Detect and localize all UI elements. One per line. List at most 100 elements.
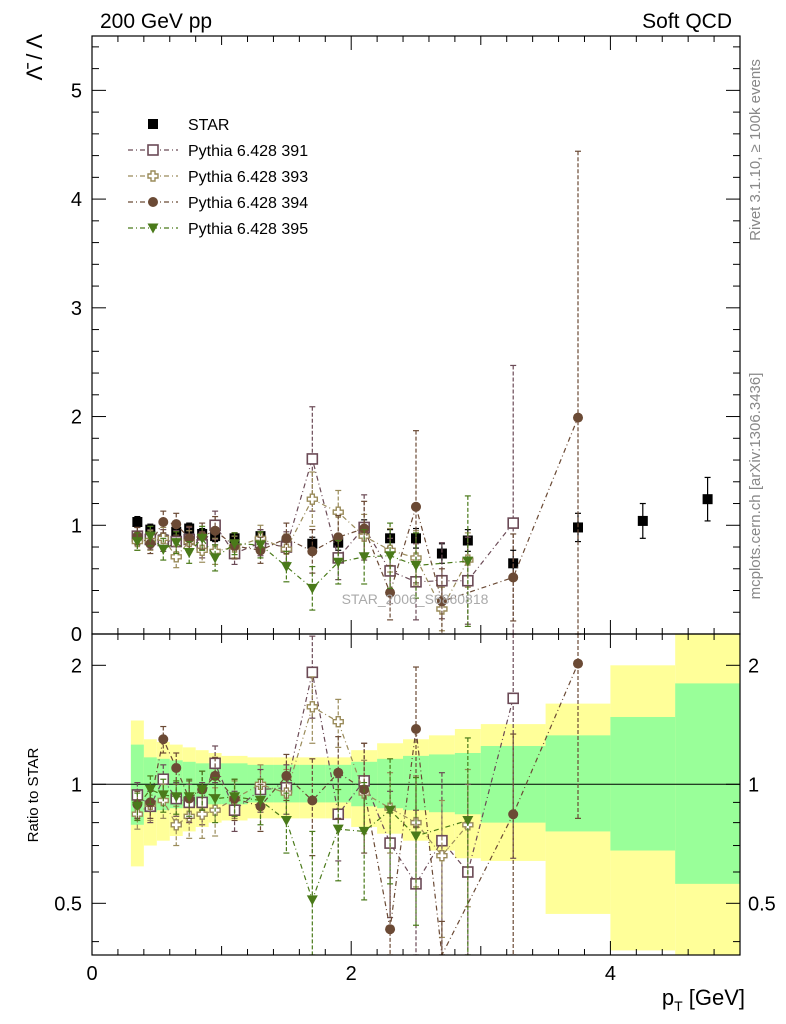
ratio-point (209, 794, 221, 805)
ratio-point (131, 801, 143, 812)
ratio-point (183, 792, 195, 803)
legend-entry-star: STAR (148, 117, 229, 134)
ratio-point (170, 792, 182, 803)
ratio-point (170, 819, 182, 831)
legend-label: Pythia 6.428 395 (188, 221, 308, 238)
top-point (384, 551, 396, 562)
ratio-point (307, 795, 318, 806)
ratio-y-tick-label-right: 0.5 (748, 893, 776, 915)
bottom-panel-frame (91, 633, 741, 956)
legend-entry-pythia-6-428-394: Pythia 6.428 394 (128, 195, 308, 212)
x-tick-label: 0 (86, 963, 97, 985)
ratio-point (411, 724, 421, 735)
legend-marker (147, 223, 159, 234)
top-point (157, 544, 169, 555)
top-point (209, 553, 221, 564)
top-point (508, 558, 519, 569)
ratio-point (158, 734, 169, 745)
top-y-tick-label: 0 (71, 624, 82, 646)
top-y-axis-label: Λ̄ / Λ (22, 34, 47, 81)
ratio-line-pythia-6-428-391 (136, 672, 514, 885)
top-series-pythia-6-428-394 (132, 150, 583, 634)
ratio-y-tick-label-left: 2 (71, 655, 82, 677)
ratio-point (332, 716, 344, 728)
top-point (158, 517, 169, 528)
legend-entry-pythia-6-428-393: Pythia 6.428 393 (128, 169, 308, 186)
top-y-tick-label: 2 (71, 407, 82, 429)
top-point (332, 557, 344, 568)
ratio-point (507, 692, 520, 705)
ratio-point (573, 658, 583, 669)
axes-frames: 0 2 4 0 1 2 3 4 5 0.5 0.5 1 1 2 2 (54, 35, 776, 985)
ratio-point (410, 831, 422, 842)
top-point (436, 603, 448, 615)
top-y-tick-label: 4 (71, 189, 82, 211)
legend-marker (147, 170, 159, 182)
top-point (196, 533, 208, 544)
ratio-line-pythia-6-428-395 (136, 788, 469, 902)
top-point (132, 517, 143, 528)
x-axis-label: pT [GeV] (662, 985, 745, 1014)
ratio-y-tick-label-left: 1 (71, 774, 82, 796)
top-point (171, 519, 182, 530)
ratio-point (306, 666, 319, 679)
top-point (385, 587, 396, 598)
legend: STAR Pythia 6.428 391 Pythia 6.428 393 Pyth… (128, 117, 308, 238)
ratio-point (508, 809, 519, 820)
top-point (170, 538, 182, 549)
header-left-label: 200 GeV pp (100, 10, 212, 33)
top-point (332, 506, 344, 518)
top-point (508, 572, 519, 583)
legend-label: Pythia 6.428 394 (188, 195, 308, 212)
top-point (436, 548, 447, 559)
top-point (306, 493, 319, 505)
ratio-point (157, 790, 169, 801)
ratio-line-pythia-6-428-393 (136, 705, 469, 857)
top-point (229, 539, 241, 550)
header-right-label: Soft QCD (642, 10, 732, 33)
legend-label: Pythia 6.428 393 (188, 169, 308, 186)
ratio-point (171, 762, 182, 773)
top-point (307, 546, 318, 557)
top-point (144, 531, 156, 542)
legend-entry-pythia-6-428-391: Pythia 6.428 391 (128, 143, 308, 160)
ratio-point (229, 792, 241, 803)
ratio-point (332, 824, 344, 835)
analysis-watermark: STAR_2006_S6860818 (342, 591, 489, 607)
top-point (462, 556, 474, 567)
ratio-point (281, 770, 292, 781)
top-line-pythia-6-428-395 (137, 535, 468, 590)
ratio-point (144, 785, 156, 796)
bottom-y-axis-label: Ratio to STAR (25, 747, 42, 842)
top-point (358, 552, 370, 563)
legend-label: Pythia 6.428 391 (188, 143, 308, 160)
ratio-point (254, 795, 266, 806)
top-line-pythia-6-428-391 (137, 456, 514, 583)
series-layer (131, 150, 713, 955)
ratio-point (358, 826, 370, 837)
top-point (170, 551, 182, 563)
top-point (436, 596, 447, 607)
top-point (702, 494, 713, 505)
legend-marker (148, 197, 158, 207)
ratio-point (306, 895, 318, 906)
ratio-point (210, 770, 221, 781)
top-point (183, 547, 195, 558)
uncertainty-band-inner (610, 716, 676, 851)
legend-marker (147, 144, 159, 156)
top-point (254, 540, 266, 551)
x-tick-label: 2 (346, 963, 357, 985)
top-y-tick-label: 5 (71, 80, 82, 102)
ratio-y-tick-label-left: 0.5 (54, 893, 82, 915)
top-point (333, 532, 344, 543)
mcplots-label: mcplots.cern.ch [arXiv:1306.3436] (747, 373, 764, 600)
top-point (410, 561, 422, 572)
legend-marker (148, 119, 158, 129)
ratio-point (385, 924, 396, 935)
uncertainty-bands (130, 634, 740, 955)
uncertainty-band-inner (675, 683, 740, 884)
ratio-point (306, 701, 319, 713)
top-series-pythia-6-428-395 (131, 495, 474, 627)
top-point (280, 562, 292, 573)
legend-label: STAR (188, 117, 229, 134)
